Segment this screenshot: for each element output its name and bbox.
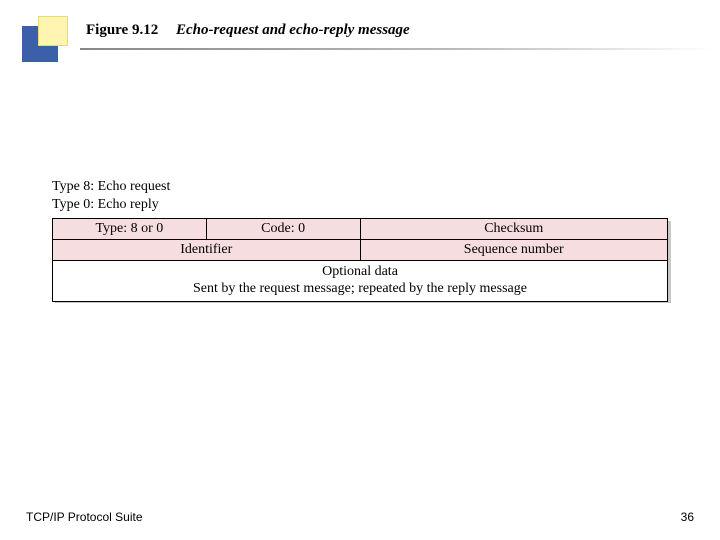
- field-type: Type: 8 or 0: [53, 219, 207, 240]
- body-line-1: Optional data: [53, 264, 667, 281]
- field-body: Optional data Sent by the request messag…: [53, 261, 668, 302]
- body-line-2: Sent by the request message; repeated by…: [53, 281, 667, 298]
- figure-label: Figure 9.12: [86, 22, 158, 38]
- type-line-1: Type 8: Echo request: [52, 178, 170, 196]
- title-underline: [80, 48, 716, 50]
- field-code: Code: 0: [206, 219, 360, 240]
- field-identifier: Identifier: [53, 240, 361, 261]
- field-checksum: Checksum: [360, 219, 668, 240]
- packet-row-body: Optional data Sent by the request messag…: [53, 261, 668, 302]
- packet-row-2: Identifier Sequence number: [53, 240, 668, 261]
- type-definitions: Type 8: Echo request Type 0: Echo reply: [52, 178, 170, 213]
- slide-logo: [22, 16, 68, 62]
- packet-row-1: Type: 8 or 0 Code: 0 Checksum: [53, 219, 668, 240]
- logo-yellow-square: [38, 16, 68, 46]
- type-line-2: Type 0: Echo reply: [52, 196, 170, 214]
- packet-table: Type: 8 or 0 Code: 0 Checksum Identifier…: [52, 218, 668, 302]
- slide-title: Figure 9.12 Echo-request and echo-reply …: [86, 22, 410, 39]
- figure-caption: Echo-request and echo-reply message: [176, 22, 410, 38]
- field-sequence: Sequence number: [360, 240, 668, 261]
- packet-diagram: Type: 8 or 0 Code: 0 Checksum Identifier…: [52, 218, 668, 302]
- footer-text: TCP/IP Protocol Suite: [26, 510, 143, 524]
- page-number: 36: [681, 510, 694, 524]
